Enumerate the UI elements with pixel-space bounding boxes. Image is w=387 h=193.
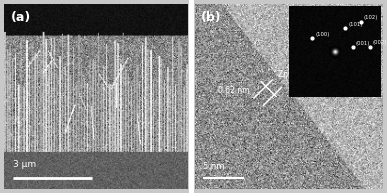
Text: 5 nm: 5 nm: [203, 162, 224, 171]
Text: 3 μm: 3 μm: [13, 160, 36, 169]
Text: (b): (b): [201, 11, 222, 24]
Text: 0.62 nm: 0.62 nm: [218, 86, 250, 96]
Text: (a): (a): [11, 11, 31, 24]
Text: ZnO (001): ZnO (001): [278, 70, 317, 79]
